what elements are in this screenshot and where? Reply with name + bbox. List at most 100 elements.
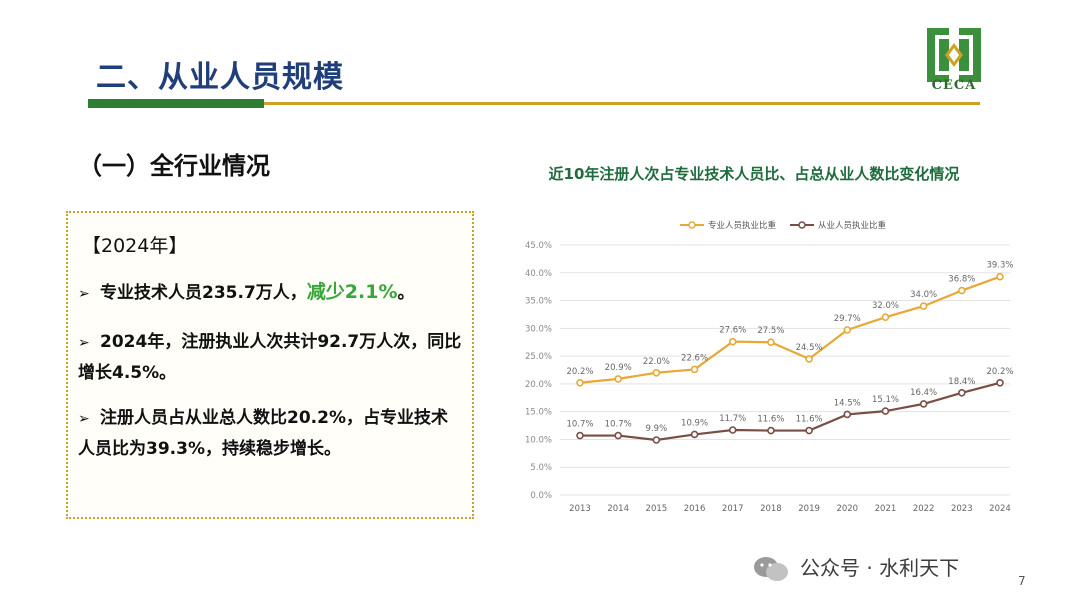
data-label: 15.1% — [872, 395, 899, 405]
x-tick-label: 2014 — [607, 504, 629, 514]
chart-title: 近10年注册人次占专业技术人员比、占总从业人数比变化情况 — [548, 165, 960, 183]
bullet-ratio: ➢ 注册人员占从业总人数比20.2%，占专业技术人员比为39.3%，持续稳步增长。 — [78, 403, 464, 464]
data-point — [958, 388, 966, 397]
x-tick-label: 2022 — [913, 504, 935, 514]
y-tick-label: 0.0% — [530, 491, 552, 501]
arrow-bullet-icon: ➢ — [78, 335, 90, 351]
bullet-end: 。 — [397, 283, 415, 303]
watermark-text: 公众号 · 水利天下 — [800, 556, 960, 580]
bullet-text: 专业技术人员235.7万人， — [100, 283, 307, 303]
data-label: 27.5% — [757, 326, 784, 336]
y-tick-label: 35.0% — [525, 297, 552, 307]
x-tick-label: 2021 — [875, 504, 897, 514]
data-point — [614, 375, 622, 383]
y-tick-label: 30.0% — [525, 324, 552, 334]
data-label: 36.8% — [948, 275, 975, 285]
data-label: 20.2% — [986, 367, 1013, 377]
page-number: 7 — [1018, 574, 1026, 588]
y-tick-label: 10.0% — [525, 435, 552, 445]
data-point — [690, 430, 699, 439]
data-label: 24.5% — [796, 343, 823, 353]
data-label: 27.6% — [719, 326, 746, 336]
data-label: 29.7% — [834, 314, 861, 324]
x-tick-label: 2015 — [646, 504, 668, 514]
y-tick-label: 45.0% — [525, 241, 552, 251]
legend-marker — [798, 221, 806, 229]
x-tick-label: 2023 — [951, 504, 973, 514]
arrow-bullet-icon: ➢ — [78, 411, 90, 427]
data-point — [728, 426, 737, 434]
data-label: 10.7% — [566, 420, 593, 430]
data-label: 10.7% — [605, 420, 632, 430]
title-underline-gold — [264, 102, 980, 105]
x-tick-label: 2013 — [569, 504, 591, 514]
data-point — [881, 313, 890, 322]
data-point — [919, 302, 928, 310]
x-tick-label: 2017 — [722, 504, 744, 514]
logo-text: CECA — [931, 78, 977, 93]
data-point — [652, 368, 661, 377]
data-label: 32.0% — [872, 301, 899, 311]
data-point — [767, 338, 775, 347]
line-chart: 0.0% 5.0% 10.0% 15.0% 20.0% 25.0% 30.0% 35.0% 40… — [525, 220, 1014, 514]
arrow-bullet-icon: ➢ — [78, 286, 90, 302]
legend-marker — [688, 221, 696, 229]
info-box: 【2024年】 ➢ 专业技术人员235.7万人，减少2.1%。 ➢ 2024年，注册… — [66, 211, 474, 519]
data-point — [958, 286, 966, 295]
y-tick-label: 5.0% — [530, 463, 552, 473]
data-point — [843, 326, 852, 334]
x-tick-label: 2024 — [989, 504, 1011, 514]
data-point — [919, 400, 928, 408]
data-point — [652, 436, 661, 444]
bullet-professionals: ➢ 专业技术人员235.7万人，减少2.1%。 — [78, 277, 464, 309]
x-tick-label: 2020 — [836, 504, 858, 514]
data-point — [767, 426, 775, 435]
legend-label: 从业人员执业比重 — [818, 220, 887, 231]
data-label: 20.2% — [566, 367, 593, 377]
data-label: 11.6% — [796, 415, 823, 425]
series-line — [579, 275, 1001, 384]
y-tick-label: 25.0% — [525, 352, 552, 362]
legend-label: 专业人员执业比重 — [708, 220, 777, 231]
series-line — [580, 381, 1001, 442]
data-point — [614, 431, 622, 440]
y-tick-label: 20.0% — [525, 380, 552, 390]
data-point — [576, 431, 584, 440]
y-tick-label: 40.0% — [525, 269, 552, 279]
data-label: 11.6% — [757, 415, 784, 425]
y-tick-label: 15.0% — [525, 408, 552, 418]
data-label: 11.7% — [719, 414, 746, 424]
x-tick-label: 2018 — [760, 504, 782, 514]
bullet-highlight: 减少2.1% — [306, 281, 398, 303]
title-underline-green — [88, 99, 264, 108]
data-label: 34.0% — [910, 290, 937, 300]
bullet-registered: ➢ 2024年，注册执业人次共计92.7万人次，同比增长4.5%。 — [78, 327, 464, 388]
data-point — [843, 410, 852, 419]
data-point — [996, 272, 1004, 281]
data-point — [881, 407, 890, 415]
data-point — [690, 365, 699, 374]
data-point — [728, 337, 737, 346]
bullet-text: 注册人员占从业总人数比20.2%，占专业技术人员比为39.3%，持续稳步增长。 — [78, 408, 448, 459]
data-label: 9.9% — [646, 424, 668, 434]
year-label: 【2024年】 — [82, 235, 188, 257]
data-label: 39.3% — [986, 261, 1013, 271]
data-label: 14.5% — [834, 398, 861, 408]
wechat-icon — [754, 557, 788, 581]
data-point — [996, 378, 1004, 387]
data-point — [805, 426, 813, 435]
section-title: （一）全行业情况 — [78, 152, 270, 180]
data-label: 22.0% — [643, 357, 670, 367]
ceca-logo-icon — [927, 28, 981, 82]
data-label: 18.4% — [948, 377, 975, 387]
data-label: 16.4% — [910, 388, 937, 398]
x-tick-label: 2019 — [798, 504, 820, 514]
data-label: 22.6% — [681, 353, 708, 363]
bullet-text: 2024年，注册执业人次共计92.7万人次，同比增长4.5%。 — [78, 332, 462, 383]
data-point — [805, 355, 813, 363]
data-label: 10.9% — [681, 418, 708, 428]
x-tick-label: 2016 — [684, 504, 706, 514]
data-point — [576, 378, 584, 387]
slide-title: 二、从业人员规模 — [96, 60, 344, 95]
data-label: 20.9% — [605, 363, 632, 373]
